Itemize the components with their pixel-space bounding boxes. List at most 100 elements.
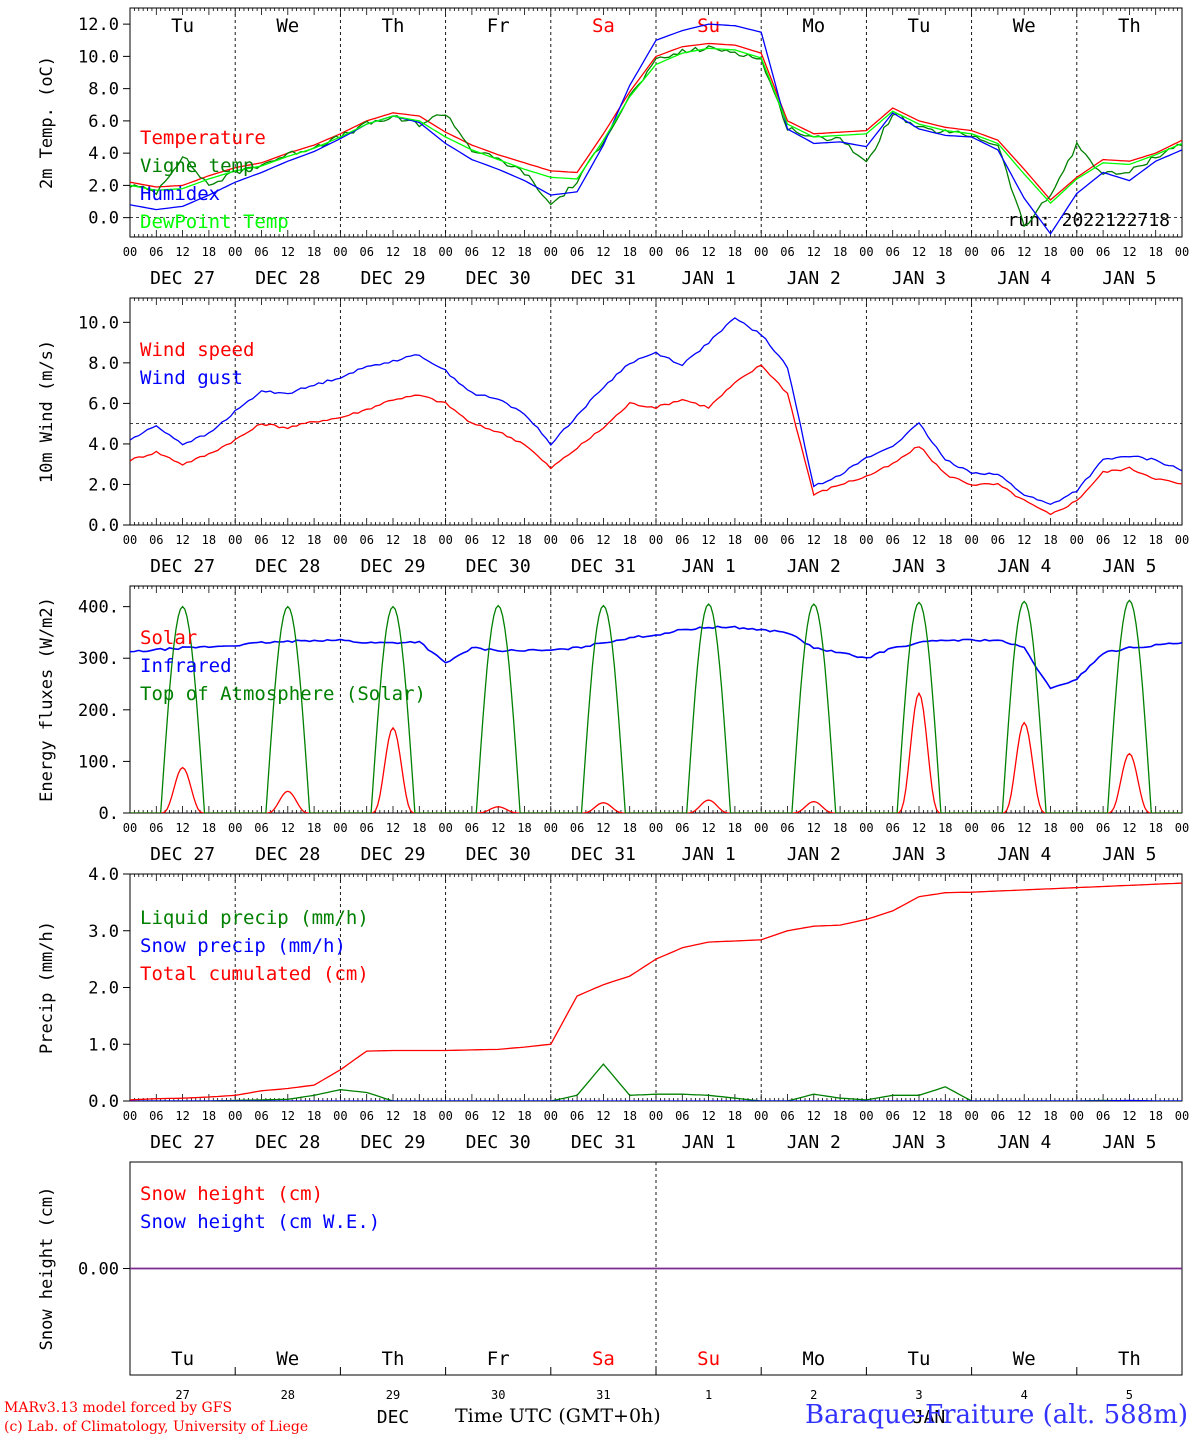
date-tick-label: DEC 27 xyxy=(150,556,215,577)
month-label: JAN xyxy=(913,1407,946,1428)
hour-tick-label: 06 xyxy=(149,245,163,259)
hour-tick-label: 12 xyxy=(701,1109,715,1123)
hour-tick-label: 06 xyxy=(885,533,899,547)
hour-tick-label: 12 xyxy=(175,1109,189,1123)
hour-tick-label: 18 xyxy=(307,245,321,259)
date-tick-label: DEC 28 xyxy=(255,556,320,577)
hour-tick-label: 00 xyxy=(649,821,663,835)
date-tick-label: JAN 1 xyxy=(682,268,736,289)
hour-tick-label: 18 xyxy=(307,1109,321,1123)
date-tick-label: DEC 30 xyxy=(466,844,531,865)
date-number-label: 2 xyxy=(810,1388,817,1402)
hour-tick-label: 06 xyxy=(991,245,1005,259)
hour-tick-label: 06 xyxy=(359,245,373,259)
hour-tick-label: 18 xyxy=(307,821,321,835)
hour-tick-label: 18 xyxy=(202,533,216,547)
y-tick-label: 300. xyxy=(78,649,119,669)
hour-tick-label: 12 xyxy=(281,1109,295,1123)
date-tick-label: JAN 2 xyxy=(787,1132,841,1153)
y-tick-label: 12.0 xyxy=(78,15,119,35)
weekday-label: Th xyxy=(382,15,405,37)
hour-tick-label: 00 xyxy=(228,1109,242,1123)
y-tick-label: 6.0 xyxy=(88,112,119,132)
date-tick-label: DEC 28 xyxy=(255,1132,320,1153)
y-axis-label: Snow height (cm) xyxy=(37,1187,57,1351)
hour-tick-label: 00 xyxy=(123,245,137,259)
hour-tick-label: 00 xyxy=(859,1109,873,1123)
legend-entry: Wind gust xyxy=(140,367,243,389)
date-tick-label: JAN 2 xyxy=(787,844,841,865)
hour-tick-label: 00 xyxy=(754,533,768,547)
date-tick-label: JAN 4 xyxy=(997,556,1051,577)
date-number-label: 29 xyxy=(386,1388,400,1402)
y-tick-label: 10.0 xyxy=(78,47,119,67)
hour-tick-label: 06 xyxy=(149,1109,163,1123)
hour-tick-label: 18 xyxy=(938,533,952,547)
hour-tick-label: 12 xyxy=(491,533,505,547)
hour-tick-label: 00 xyxy=(333,533,347,547)
y-tick-label: 8.0 xyxy=(88,80,119,100)
hour-tick-label: 00 xyxy=(964,821,978,835)
hour-tick-label: 18 xyxy=(622,821,636,835)
hour-tick-label: 00 xyxy=(438,1109,452,1123)
hour-tick-label: 06 xyxy=(570,1109,584,1123)
weekday-label: Mo xyxy=(802,1348,825,1370)
hour-tick-label: 00 xyxy=(123,533,137,547)
hour-tick-label: 06 xyxy=(991,1109,1005,1123)
weekday-label: Su xyxy=(697,1348,720,1370)
weekday-label: We xyxy=(1013,1348,1036,1370)
date-tick-label: DEC 30 xyxy=(466,268,531,289)
hour-tick-label: 18 xyxy=(833,1109,847,1123)
hour-tick-label: 18 xyxy=(1043,821,1057,835)
hour-tick-label: 06 xyxy=(570,821,584,835)
lab-credit: (c) Lab. of Climatology, University of L… xyxy=(4,1419,309,1435)
hour-tick-label: 06 xyxy=(991,533,1005,547)
hour-tick-label: 12 xyxy=(386,821,400,835)
date-number-label: 28 xyxy=(281,1388,295,1402)
weekday-label: Th xyxy=(1118,1348,1141,1370)
hour-tick-label: 00 xyxy=(964,1109,978,1123)
date-tick-label: DEC 27 xyxy=(150,268,215,289)
date-tick-label: JAN 5 xyxy=(1102,1132,1156,1153)
hour-tick-label: 12 xyxy=(175,533,189,547)
hour-tick-label: 00 xyxy=(1175,1109,1189,1123)
legend-entry: Snow height (cm) xyxy=(140,1183,323,1205)
weekday-label: Th xyxy=(382,1348,405,1370)
y-axis-label: 2m Temp. (oC) xyxy=(37,56,57,189)
hour-tick-label: 06 xyxy=(885,1109,899,1123)
hour-tick-label: 06 xyxy=(780,245,794,259)
hour-tick-label: 18 xyxy=(622,1109,636,1123)
hour-tick-label: 00 xyxy=(333,1109,347,1123)
hour-tick-label: 00 xyxy=(754,245,768,259)
hour-tick-label: 12 xyxy=(701,821,715,835)
hour-tick-label: 18 xyxy=(1043,245,1057,259)
date-tick-label: JAN 2 xyxy=(787,268,841,289)
hour-tick-label: 00 xyxy=(1175,533,1189,547)
weekday-label: We xyxy=(1013,15,1036,37)
hour-tick-label: 12 xyxy=(807,533,821,547)
hour-tick-label: 06 xyxy=(780,533,794,547)
date-number-label: 4 xyxy=(1021,1388,1028,1402)
series-group xyxy=(130,23,1182,235)
hour-tick-label: 00 xyxy=(333,245,347,259)
y-axis-label: Energy fluxes (W/m2) xyxy=(37,597,57,802)
hour-tick-label: 18 xyxy=(202,821,216,835)
hour-tick-label: 00 xyxy=(649,245,663,259)
series-group xyxy=(130,317,1182,516)
month-label: DEC xyxy=(377,1407,410,1428)
hour-tick-label: 06 xyxy=(149,821,163,835)
date-tick-label: DEC 31 xyxy=(571,268,636,289)
legend-entry: Humidex xyxy=(140,183,220,205)
hour-tick-label: 12 xyxy=(175,245,189,259)
legend-entry: Liquid precip (mm/h) xyxy=(140,907,369,929)
hour-tick-label: 06 xyxy=(359,1109,373,1123)
y-tick-label: 200. xyxy=(78,701,119,721)
weekday-label: Tu xyxy=(171,15,194,37)
series-line xyxy=(130,23,1182,235)
weekday-label: Fr xyxy=(487,1348,510,1370)
hour-tick-label: 00 xyxy=(228,245,242,259)
hour-tick-label: 12 xyxy=(1017,245,1031,259)
hour-tick-label: 18 xyxy=(202,1109,216,1123)
hour-tick-label: 06 xyxy=(254,533,268,547)
hour-tick-label: 12 xyxy=(701,245,715,259)
